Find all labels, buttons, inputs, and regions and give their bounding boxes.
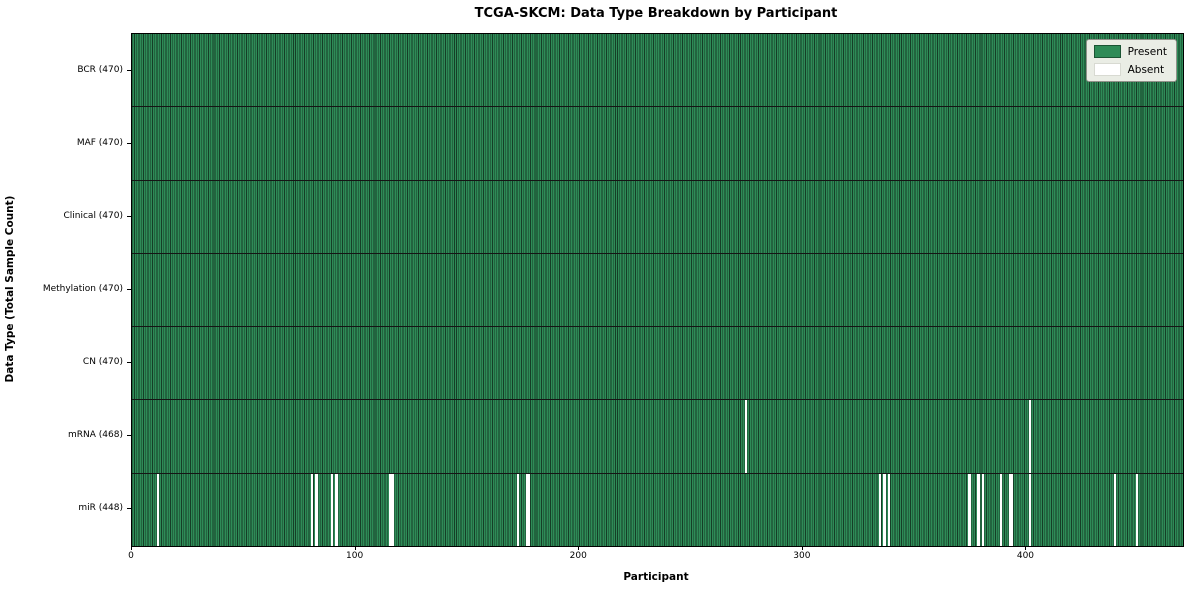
xtick-mark-300	[801, 546, 803, 550]
row-MAF	[132, 106, 1183, 180]
absent-mark-miR-115	[389, 473, 392, 546]
absent-mark-miR-89	[331, 473, 334, 546]
row-Methylation	[132, 252, 1183, 327]
row-Clinical	[132, 179, 1183, 253]
chart-title: TCGA-SKCM: Data Type Breakdown by Partic…	[474, 6, 838, 21]
heatmap-rows	[132, 34, 1183, 546]
legend-item-absent: Absent	[1093, 63, 1167, 76]
row-mRNA	[132, 399, 1183, 473]
xtick-mark-0	[131, 546, 132, 550]
ytick-mark-mRNA	[127, 435, 131, 437]
x-axis-label: Participant	[623, 571, 689, 583]
absent-mark-miR-439	[1113, 473, 1116, 546]
xtick-label-0: 0	[128, 551, 134, 561]
plot-area: Present Absent	[131, 33, 1184, 547]
ytick-mark-miR	[127, 508, 131, 510]
ytick-label-CN: CN (470)	[82, 357, 123, 368]
legend-label-absent: Absent	[1127, 63, 1165, 76]
absent-mark-miR-116	[391, 473, 394, 546]
xtick-label-200: 200	[569, 551, 587, 561]
ytick-label-mRNA: mRNA (468)	[68, 430, 123, 441]
absent-mark-miR-378	[977, 473, 980, 546]
xtick-mark-200	[578, 546, 580, 550]
absent-mark-miR-80	[310, 473, 314, 546]
absent-mark-miR-393	[1010, 473, 1014, 546]
absent-mark-miR-388	[999, 473, 1002, 546]
xtick-mark-400	[1025, 546, 1027, 550]
absent-mark-miR-334	[878, 473, 882, 546]
ytick-mark-Clinical	[127, 215, 131, 217]
row-miR	[132, 472, 1183, 546]
xtick-label-100: 100	[346, 551, 364, 561]
absent-mark-mRNA-401	[1028, 400, 1031, 473]
legend: Present Absent	[1085, 39, 1177, 82]
ytick-label-Methylation: Methylation (470)	[42, 284, 123, 294]
xtick-mark-100	[354, 546, 356, 550]
ytick-mark-BCR	[127, 69, 131, 71]
absent-mark-miR-392	[1008, 473, 1011, 546]
absent-mark-miR-336	[883, 473, 886, 546]
legend-item-present: Present	[1093, 45, 1167, 58]
ytick-label-miR: miR (448)	[78, 503, 123, 514]
absent-mark-mRNA-274	[744, 400, 747, 473]
absent-mark-miR-177	[527, 473, 531, 546]
ytick-label-MAF: MAF (470)	[76, 137, 123, 148]
absent-mark-miR-374	[968, 473, 971, 546]
absent-mark-miR-172	[516, 473, 519, 546]
xtick-label-300: 300	[793, 551, 811, 561]
legend-label-present: Present	[1127, 45, 1167, 58]
xtick-label-400: 400	[1016, 551, 1035, 561]
absent-mark-miR-449	[1136, 473, 1139, 546]
ytick-mark-MAF	[127, 142, 131, 144]
present-swatch-icon	[1093, 45, 1121, 58]
row-CN	[132, 326, 1183, 400]
absent-mark-miR-91	[335, 473, 338, 546]
absent-mark-miR-11	[156, 473, 159, 546]
ytick-label-Clinical: Clinical (470)	[63, 210, 123, 221]
ytick-mark-CN	[127, 362, 131, 364]
y-axis-label: Data Type (Total Sample Count)	[4, 195, 16, 383]
absent-mark-miR-338	[887, 473, 891, 546]
absent-mark-miR-401	[1028, 473, 1031, 546]
absent-mark-miR-82	[315, 473, 318, 546]
absent-mark-miR-380	[981, 473, 984, 546]
absent-mark-miR-176	[525, 473, 528, 546]
absent-swatch-icon	[1093, 63, 1121, 76]
row-BCR	[132, 34, 1183, 107]
ytick-label-BCR: BCR (470)	[77, 64, 123, 75]
ytick-mark-Methylation	[127, 289, 131, 290]
